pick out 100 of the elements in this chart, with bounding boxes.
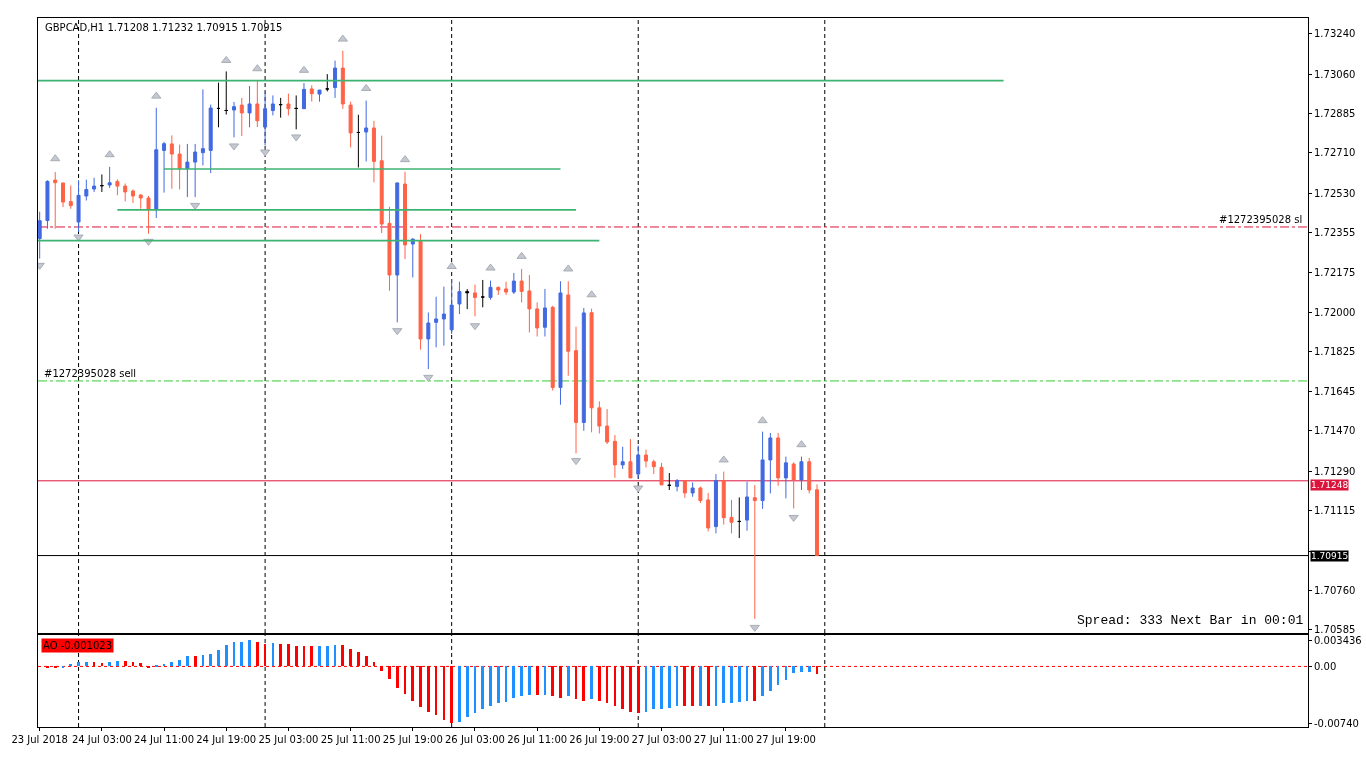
candlestick bbox=[333, 60, 338, 99]
bar bbox=[85, 662, 88, 666]
bar bbox=[528, 666, 531, 695]
candlestick bbox=[581, 307, 586, 432]
bar bbox=[287, 644, 290, 666]
ref-line-label: #1272395028 sell bbox=[44, 368, 137, 379]
y-tick-label: 1.71115 bbox=[1314, 505, 1356, 517]
point bbox=[291, 134, 302, 142]
candlestick bbox=[465, 288, 470, 310]
ref-line-label: 1.70915 bbox=[1311, 551, 1349, 561]
y-tick-label: 1.71645 bbox=[1314, 386, 1356, 398]
y-tick-label: 1.73060 bbox=[1314, 68, 1356, 80]
candlestick bbox=[815, 483, 819, 557]
y-tick-label: 1.71470 bbox=[1314, 425, 1356, 437]
bar bbox=[474, 666, 476, 713]
candlestick bbox=[348, 101, 353, 149]
candlestick bbox=[364, 100, 369, 162]
bar bbox=[777, 666, 779, 685]
candlestick bbox=[200, 88, 205, 166]
point bbox=[788, 514, 799, 522]
point bbox=[633, 485, 644, 493]
candlestick bbox=[107, 166, 112, 189]
bar bbox=[240, 642, 243, 666]
candlestick bbox=[745, 481, 750, 532]
candlestick bbox=[263, 91, 268, 146]
x-tick-label: 25 Jul 19:00 bbox=[382, 734, 443, 745]
point bbox=[190, 202, 201, 210]
bar bbox=[590, 666, 593, 699]
bar bbox=[458, 666, 461, 722]
candlestick bbox=[675, 478, 680, 492]
candlestick bbox=[123, 182, 128, 202]
candlestick bbox=[99, 173, 104, 193]
ref-line-label: 1.71248 bbox=[1311, 480, 1349, 490]
candlestick bbox=[659, 462, 664, 486]
candlestick bbox=[130, 188, 135, 204]
candlestick bbox=[441, 286, 446, 347]
candlestick bbox=[527, 274, 532, 333]
candlestick bbox=[301, 82, 306, 110]
x-tick-label: 25 Jul 11:00 bbox=[320, 734, 381, 745]
x-tick-label: 24 Jul 11:00 bbox=[134, 734, 195, 745]
candlestick bbox=[61, 182, 65, 208]
candlestick bbox=[480, 279, 485, 308]
bar bbox=[512, 666, 515, 698]
candlestick bbox=[620, 446, 625, 470]
candlestick bbox=[426, 311, 431, 370]
candlestick bbox=[68, 184, 73, 210]
bar bbox=[676, 666, 678, 706]
bar bbox=[660, 666, 663, 709]
candlestick bbox=[340, 50, 345, 110]
candlestick bbox=[706, 492, 711, 532]
candlestick bbox=[232, 101, 237, 138]
candlestick bbox=[799, 456, 804, 491]
candlestick bbox=[208, 104, 213, 174]
candlestick bbox=[729, 499, 734, 534]
candlestick bbox=[682, 479, 687, 499]
y-tick-label: -0.00740 bbox=[1314, 717, 1359, 729]
bar bbox=[497, 666, 500, 703]
candlestick bbox=[115, 178, 120, 196]
bar bbox=[699, 666, 702, 706]
candlestick bbox=[690, 481, 695, 498]
x-tick-label: 26 Jul 03:00 bbox=[445, 734, 505, 745]
y-tick-label: 1.72355 bbox=[1314, 226, 1356, 238]
y-tick-label: 1.71290 bbox=[1314, 465, 1356, 477]
x-tick-label: 26 Jul 11:00 bbox=[507, 734, 568, 745]
candlestick bbox=[418, 233, 423, 351]
candlestick bbox=[760, 431, 765, 510]
y-tick-label: 1.72885 bbox=[1314, 107, 1356, 119]
bar bbox=[792, 666, 795, 673]
candlestick bbox=[589, 308, 594, 433]
candlestick bbox=[317, 89, 322, 103]
candlestick bbox=[185, 143, 190, 198]
x-tick-label: 24 Jul 19:00 bbox=[196, 734, 257, 745]
point bbox=[151, 91, 162, 99]
point bbox=[563, 264, 574, 272]
candlestick bbox=[84, 179, 89, 201]
candlestick bbox=[721, 471, 726, 526]
bar bbox=[800, 666, 803, 672]
candlestick bbox=[177, 144, 182, 190]
bar bbox=[520, 666, 523, 696]
candlestick bbox=[457, 281, 462, 315]
x-tick-label: 25 Jul 03:00 bbox=[258, 734, 319, 745]
candlestick bbox=[488, 280, 493, 301]
candlestick bbox=[410, 237, 415, 278]
candlestick bbox=[387, 206, 392, 292]
bar bbox=[326, 646, 329, 666]
candlestick bbox=[162, 141, 167, 194]
candlestick bbox=[605, 408, 610, 445]
bar bbox=[264, 644, 266, 666]
candlestick bbox=[247, 85, 252, 128]
y-tick-label: 1.70585 bbox=[1314, 624, 1356, 636]
bar bbox=[170, 662, 173, 666]
bar bbox=[132, 662, 134, 666]
candlestick bbox=[325, 73, 330, 92]
candlestick bbox=[371, 120, 376, 183]
y-tick-label: 1.72000 bbox=[1314, 306, 1356, 318]
y-tick-label: 0.003436 bbox=[1314, 634, 1362, 646]
bar bbox=[272, 643, 274, 666]
candlestick bbox=[309, 84, 314, 102]
point bbox=[423, 374, 434, 382]
candlestick bbox=[395, 181, 400, 323]
